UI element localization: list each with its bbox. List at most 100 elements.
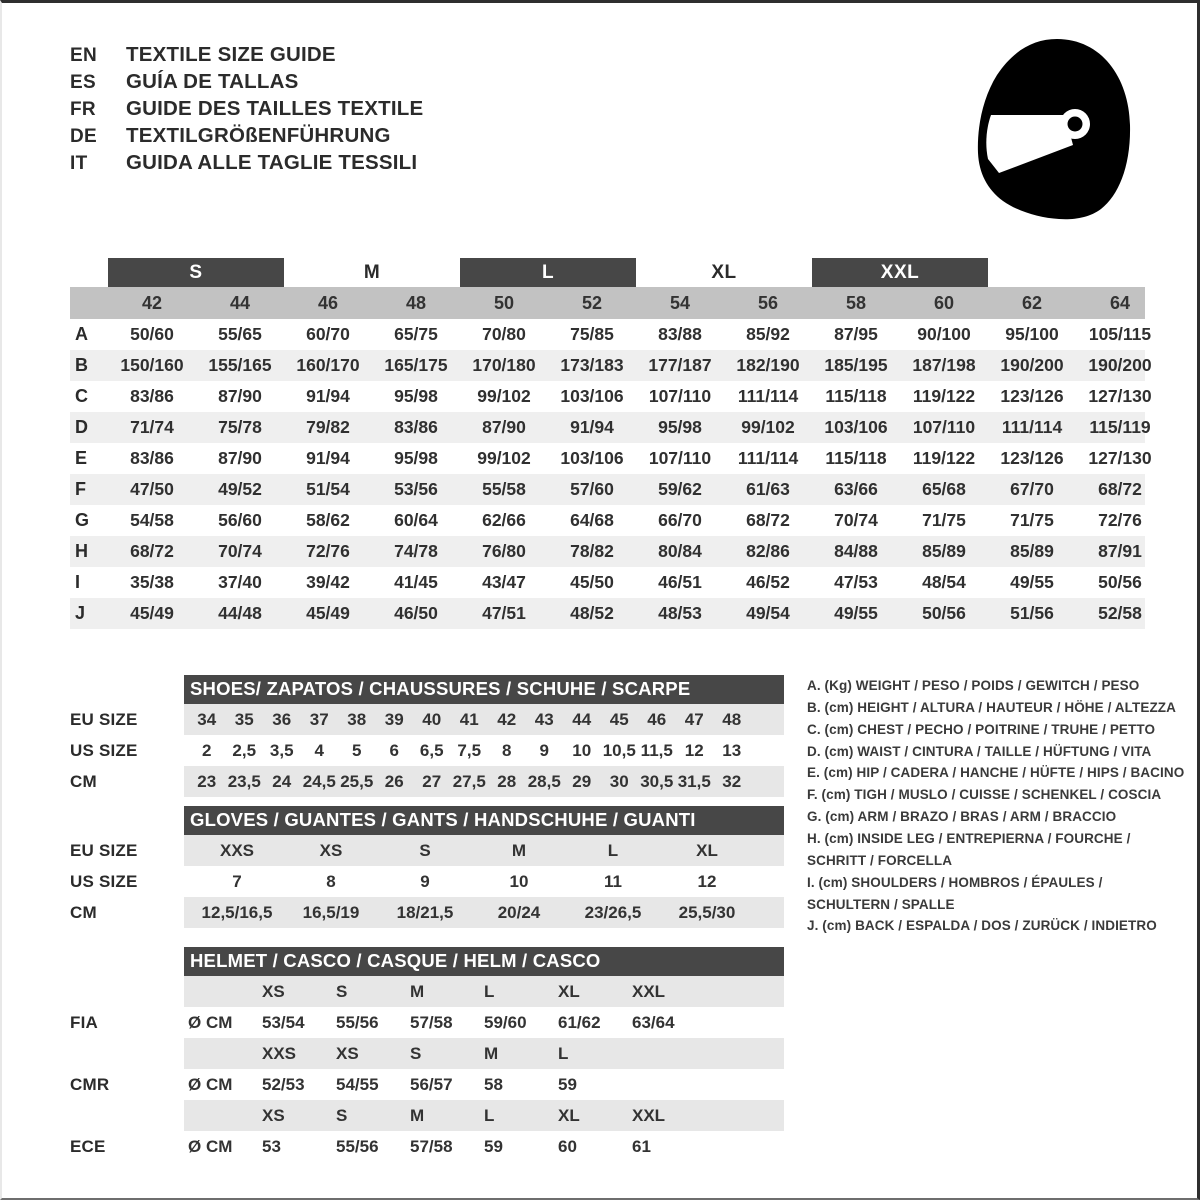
size-band-s: S: [108, 258, 284, 287]
table-cell: 49/52: [218, 479, 262, 499]
helmet-value-cell: 57/58: [410, 1012, 453, 1032]
table-cell: 49/55: [1010, 572, 1054, 592]
helmet-size-cell: S: [336, 1105, 348, 1125]
measure-label-h: H: [75, 541, 88, 561]
numeric-size-50: 50: [493, 292, 515, 313]
table-cell: 83/86: [130, 448, 174, 468]
shoes-cell: 24,5: [302, 771, 336, 791]
helmet-value-row-fia: FIA Ø CM 53/54 55/56 57/58 59/60 61/62 63/64: [70, 1007, 784, 1038]
racing-helmet-icon: [969, 33, 1139, 223]
numeric-size-46: 46: [317, 292, 339, 313]
table-row: I 35/38 37/40 39/42 41/45 43/47 45/50 46/51 46/5…: [70, 567, 1145, 598]
table-cell: 155/165: [208, 355, 272, 375]
shoes-cell: 38: [347, 709, 367, 729]
shoes-table-title: SHOES/ ZAPATOS / CHAUSSURES / SCHUHE / S…: [184, 675, 784, 704]
helmet-size-cell: XL: [558, 981, 580, 1001]
helmet-size-row-label: [70, 976, 184, 1007]
shoes-cell: 39: [384, 709, 404, 729]
measure-label-f: F: [75, 479, 86, 499]
table-row: G 54/58 56/60 58/62 60/64 62/66 64/68 66/70 68/7…: [70, 505, 1145, 536]
table-cell: 47/50: [130, 479, 174, 499]
guide-title: GUÍA DE TALLAS: [126, 70, 299, 94]
table-cell: 78/82: [570, 541, 614, 561]
shoes-row-values: 34 35 36 37 38 39 40 41 42 43 44 45 46 47 48: [184, 704, 784, 735]
helmet-value-values: Ø CM 53/54 55/56 57/58 59/60 61/62 63/64: [184, 1007, 784, 1038]
measure-label-c: C: [75, 386, 88, 406]
textile-size-table: S M L XL XXL 42 44 46 48 50 52 54 56 58 60 62 64 A 50/60…: [70, 258, 1152, 629]
shoes-row-values: 2 2,5 3,5 4 5 6 6,5 7,5 8 9 10 10,5 11,5 12 13: [184, 735, 784, 766]
helmet-value-cell: 61/62: [558, 1012, 601, 1032]
shoes-cell: 30,5: [640, 771, 674, 791]
shoes-row-label: US SIZE: [70, 740, 138, 760]
helmet-value-cell: 55/56: [336, 1136, 379, 1156]
legend-item: D. (cm) WAIST / CINTURA / TAILLE / HÜFTU…: [807, 743, 1152, 759]
helmet-size-cell: XS: [262, 1105, 285, 1125]
table-cell: 99/102: [741, 417, 795, 437]
gloves-cell: M: [511, 840, 527, 860]
table-cell: 127/130: [1088, 448, 1152, 468]
table-cell: 85/92: [746, 324, 790, 344]
table-cell: 45/50: [570, 572, 614, 592]
helmet-size-values: XS S M L XL XXL: [184, 1100, 784, 1131]
table-cell: 87/90: [218, 386, 262, 406]
helmet-value-cell: 56/57: [410, 1074, 453, 1094]
numeric-size-52: 52: [581, 292, 603, 313]
gloves-cell: 7: [232, 871, 242, 891]
table-cell: 60/70: [306, 324, 350, 344]
band-spacer: [70, 258, 108, 287]
table-cell: 71/74: [130, 417, 174, 437]
shoes-cell: 23: [197, 771, 217, 791]
shoes-cell: 44: [572, 709, 592, 729]
table-cell: 95/98: [658, 417, 702, 437]
title-row: FR GUIDE DES TAILLES TEXTILE: [70, 95, 423, 122]
table-cell: 84/88: [834, 541, 878, 561]
table-cell: 51/56: [1010, 603, 1054, 623]
table-cell: 46/52: [746, 572, 790, 592]
gloves-row-values: 7 8 9 10 11 12: [184, 866, 784, 897]
shoes-cell: 41: [459, 709, 479, 729]
table-cell: 91/94: [570, 417, 614, 437]
textile-data-rows: A 50/60 55/65 60/70 65/75 70/80 75/85 83/88 85/9…: [70, 319, 1152, 629]
language-code: IT: [70, 153, 88, 175]
legend-item: E. (cm) HIP / CADERA / HANCHE / HÜFTE / …: [807, 765, 1185, 781]
gloves-cell: 12: [697, 871, 717, 891]
gloves-row: US SIZE 7 8 9 10 11 12: [70, 866, 784, 897]
shoes-row: US SIZE 2 2,5 3,5 4 5 6 6,5 7,5 8 9 10 10,5 11,5 12 13: [70, 735, 784, 766]
helmet-value-cell: 55/56: [336, 1012, 379, 1032]
shoes-cell: 31,5: [677, 771, 711, 791]
table-cell: 53/56: [394, 479, 438, 499]
language-code: ES: [70, 72, 96, 94]
helmet-size-cell: L: [558, 1043, 569, 1063]
shoes-cell: 47: [684, 709, 704, 729]
gloves-cell: 18/21,5: [396, 902, 454, 922]
table-cell: 123/126: [1000, 448, 1064, 468]
numeric-size-44: 44: [229, 292, 251, 313]
table-cell: 70/74: [218, 541, 262, 561]
table-cell: 49/54: [746, 603, 790, 623]
helmet-unit-label: Ø CM: [188, 1074, 233, 1094]
shoes-cell: 8: [502, 740, 512, 760]
table-cell: 91/94: [306, 386, 350, 406]
shoes-cell: 42: [497, 709, 517, 729]
table-cell: 45/49: [306, 603, 350, 623]
table-cell: 111/114: [1001, 417, 1063, 437]
helmet-standard-label: ECE: [70, 1136, 106, 1156]
shoes-cell: 27: [422, 771, 442, 791]
table-cell: 165/175: [384, 355, 448, 375]
measure-label-a: A: [75, 324, 88, 344]
size-band-m: M: [363, 261, 381, 283]
table-cell: 48/53: [658, 603, 702, 623]
table-row: H 68/72 70/74 72/76 74/78 76/80 78/82 80/84 82/8…: [70, 536, 1145, 567]
table-cell: 68/72: [1098, 479, 1142, 499]
table-cell: 68/72: [130, 541, 174, 561]
helmet-size-row-ece: XS S M L XL XXL: [70, 1100, 784, 1131]
table-cell: 35/38: [130, 572, 174, 592]
table-cell: 107/110: [648, 386, 712, 406]
measure-label-i: I: [75, 572, 81, 592]
helmet-size-cell: M: [410, 1105, 425, 1125]
table-row: D 71/74 75/78 79/82 83/86 87/90 91/94 95/98 99/1…: [70, 412, 1151, 443]
table-cell: 50/56: [1098, 572, 1142, 592]
title-row: IT GUIDA ALLE TAGLIE TESSILI: [70, 149, 423, 176]
table-cell: 177/187: [648, 355, 712, 375]
table-cell: 57/60: [570, 479, 614, 499]
